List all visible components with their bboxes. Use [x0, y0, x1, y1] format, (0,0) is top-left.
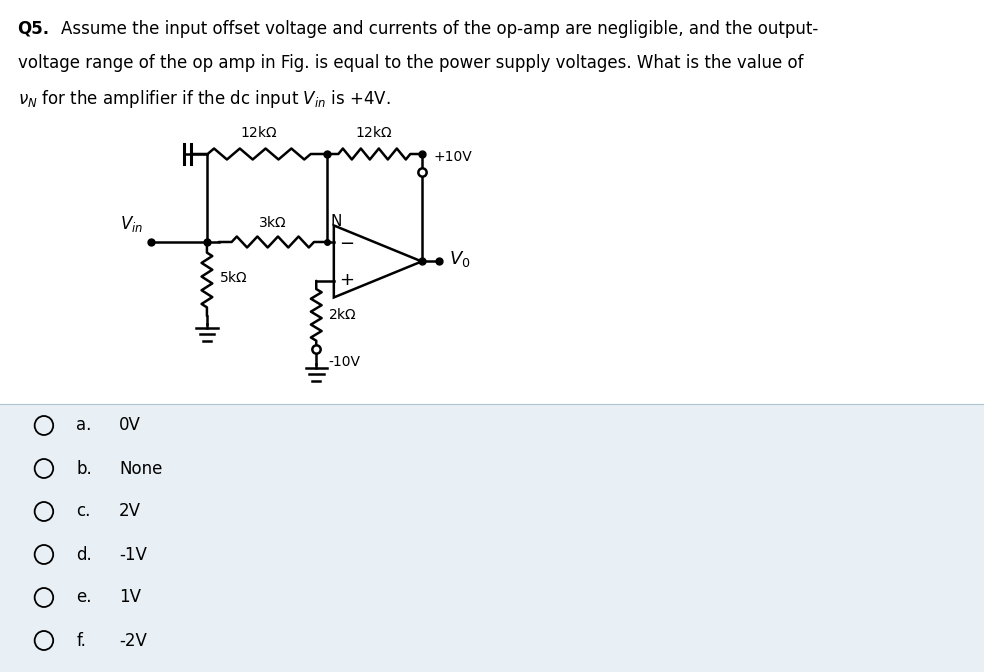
Text: None: None — [119, 460, 162, 478]
Text: +: + — [339, 271, 354, 289]
Text: +10V: +10V — [433, 150, 472, 164]
Text: -2V: -2V — [119, 632, 147, 650]
Text: -10V: -10V — [328, 355, 360, 369]
Text: Q5.: Q5. — [17, 20, 49, 38]
Text: voltage range of the op amp in Fig. is equal to the power supply voltages. What : voltage range of the op amp in Fig. is e… — [17, 54, 803, 72]
Text: N: N — [331, 214, 343, 229]
Text: a.: a. — [77, 417, 92, 435]
Text: Assume the input offset voltage and currents of the op-amp are negligible, and t: Assume the input offset voltage and curr… — [60, 20, 817, 38]
Text: 3k$\Omega$: 3k$\Omega$ — [258, 215, 287, 230]
Text: 2k$\Omega$: 2k$\Omega$ — [328, 307, 357, 323]
Text: 2V: 2V — [119, 503, 141, 521]
Bar — [0, 404, 984, 672]
Text: b.: b. — [77, 460, 92, 478]
Text: $\nu_N$ for the amplifier if the dc input $V_{in}$ is +4V.: $\nu_N$ for the amplifier if the dc inpu… — [17, 88, 390, 110]
Text: -1V: -1V — [119, 546, 147, 564]
Text: 0V: 0V — [119, 417, 141, 435]
Text: d.: d. — [77, 546, 92, 564]
Text: −: − — [339, 235, 354, 253]
Text: f.: f. — [77, 632, 86, 650]
Text: 12k$\Omega$: 12k$\Omega$ — [356, 125, 393, 140]
Text: 1V: 1V — [119, 589, 141, 607]
Text: e.: e. — [77, 589, 92, 607]
Text: $V_0$: $V_0$ — [449, 249, 471, 269]
Text: $V_{in}$: $V_{in}$ — [120, 214, 143, 234]
Text: c.: c. — [77, 503, 91, 521]
Text: 5k$\Omega$: 5k$\Omega$ — [219, 271, 248, 286]
Text: 12k$\Omega$: 12k$\Omega$ — [240, 125, 278, 140]
